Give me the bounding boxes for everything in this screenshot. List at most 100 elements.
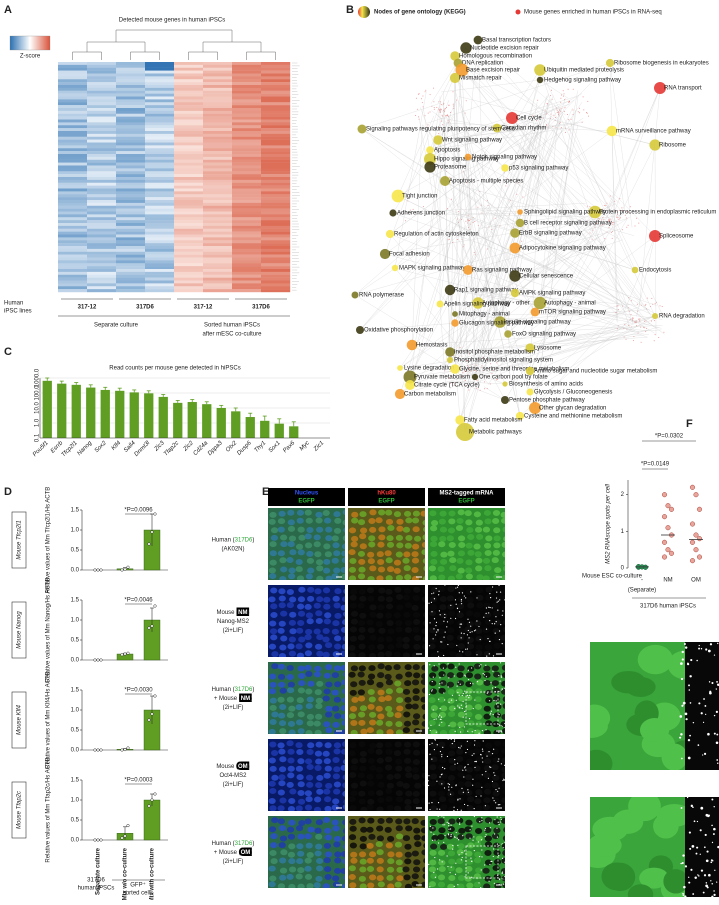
- heatmap-cell: [174, 105, 203, 108]
- heatmap-cell: [174, 220, 203, 223]
- heatmap-cell: [145, 79, 174, 82]
- cell: [358, 689, 365, 695]
- heatmap-cell: [174, 275, 203, 278]
- cell: [465, 519, 472, 525]
- cell: [455, 867, 462, 873]
- heatmap-cell: [58, 252, 87, 255]
- bar: [72, 385, 81, 438]
- heatmap-cell: [116, 143, 145, 146]
- rna-spot: [716, 881, 717, 882]
- cell: [350, 626, 357, 632]
- cell: [279, 857, 286, 863]
- kegg-node: [504, 330, 512, 338]
- cell: [341, 851, 348, 857]
- cell: [467, 550, 474, 556]
- y-tick-label: 0.0: [71, 658, 80, 664]
- heatmap-cell: [87, 260, 116, 263]
- cell: [448, 527, 455, 533]
- rna-spot: [467, 695, 468, 696]
- rna-spot: [437, 651, 438, 652]
- heatmap-cell: [232, 191, 261, 194]
- cell: [405, 602, 412, 608]
- p-value: *P=0.0003: [124, 778, 153, 784]
- mouse-gene-dot: [604, 205, 605, 206]
- heatmap-cell: [261, 252, 290, 255]
- kegg-node-label: Hedgehog signaling pathway: [544, 78, 621, 84]
- heatmap-cell: [58, 108, 87, 111]
- heatmap-cell: [174, 157, 203, 160]
- cell: [476, 534, 483, 540]
- heatmap-cell: [232, 166, 261, 169]
- rna-spot: [714, 870, 715, 871]
- cell: [503, 566, 510, 572]
- micrograph: [428, 508, 510, 582]
- rna-spot: [498, 601, 499, 602]
- cell: [458, 696, 465, 702]
- mouse-gene-dot: [505, 185, 506, 186]
- category-note: (Separate): [628, 588, 656, 594]
- rna-spot: [462, 770, 463, 771]
- bar: [260, 421, 269, 438]
- cell: [325, 706, 332, 712]
- heatmap-cell: [116, 194, 145, 197]
- cell: [420, 759, 427, 765]
- heatmap-cell: [58, 154, 87, 157]
- mouse-gene-dot: [470, 224, 471, 225]
- rna-spot: [462, 651, 463, 652]
- cell: [405, 627, 412, 633]
- heatmap-cell: [261, 180, 290, 183]
- cell: [350, 595, 357, 601]
- heatmap-cell: [58, 163, 87, 166]
- heatmap-cell: [232, 108, 261, 111]
- cell: [430, 575, 437, 581]
- rna-spot: [464, 850, 465, 851]
- heatmap-cell: [232, 263, 261, 266]
- heatmap-cell: [145, 166, 174, 169]
- data-point: [666, 547, 671, 552]
- rna-spot: [450, 836, 451, 837]
- y-tick-label: 0.0: [71, 568, 80, 574]
- rna-spot: [463, 776, 464, 777]
- kegg-node: [501, 396, 509, 404]
- cell: [358, 519, 365, 525]
- cell: [413, 587, 420, 593]
- mouse-gene-dot: [423, 206, 424, 207]
- heatmap-cell: [116, 180, 145, 183]
- heatmap-cell: [261, 243, 290, 246]
- heatmap-cell: [174, 286, 203, 289]
- row-label-part: ): [252, 537, 254, 543]
- heatmap-cell: [232, 74, 261, 77]
- cell: [502, 767, 509, 773]
- heatmap-cell: [116, 209, 145, 212]
- cell: [349, 772, 356, 778]
- rna-spot: [492, 687, 493, 688]
- rna-spot: [439, 683, 440, 684]
- heatmap-cell: [261, 82, 290, 85]
- cell: [278, 713, 285, 719]
- x-tick-label: Tfap2c: [163, 440, 180, 457]
- cell: [316, 742, 323, 748]
- cell: [359, 596, 366, 602]
- cell: [429, 859, 436, 865]
- cell: [467, 597, 474, 603]
- y-tick-label: 1.5: [71, 778, 80, 784]
- heatmap-cell: [203, 105, 232, 108]
- cell: [404, 799, 411, 805]
- mouse-gene-dot: [587, 101, 588, 102]
- rna-spot: [434, 665, 435, 666]
- rna-spot: [708, 650, 711, 653]
- rna-spot: [685, 646, 687, 648]
- cell: [502, 665, 509, 671]
- cell: [404, 680, 411, 686]
- cell: [288, 852, 295, 858]
- cell: [405, 772, 412, 778]
- rna-spot: [481, 856, 482, 857]
- x-tick-label: Myc: [299, 440, 311, 452]
- cell: [289, 651, 296, 657]
- heatmap-cell: [261, 286, 290, 289]
- cell: [360, 827, 367, 833]
- heatmap-cell: [145, 217, 174, 220]
- mouse-gene-dot: [565, 132, 566, 133]
- cell: [334, 858, 341, 864]
- cell: [269, 866, 276, 872]
